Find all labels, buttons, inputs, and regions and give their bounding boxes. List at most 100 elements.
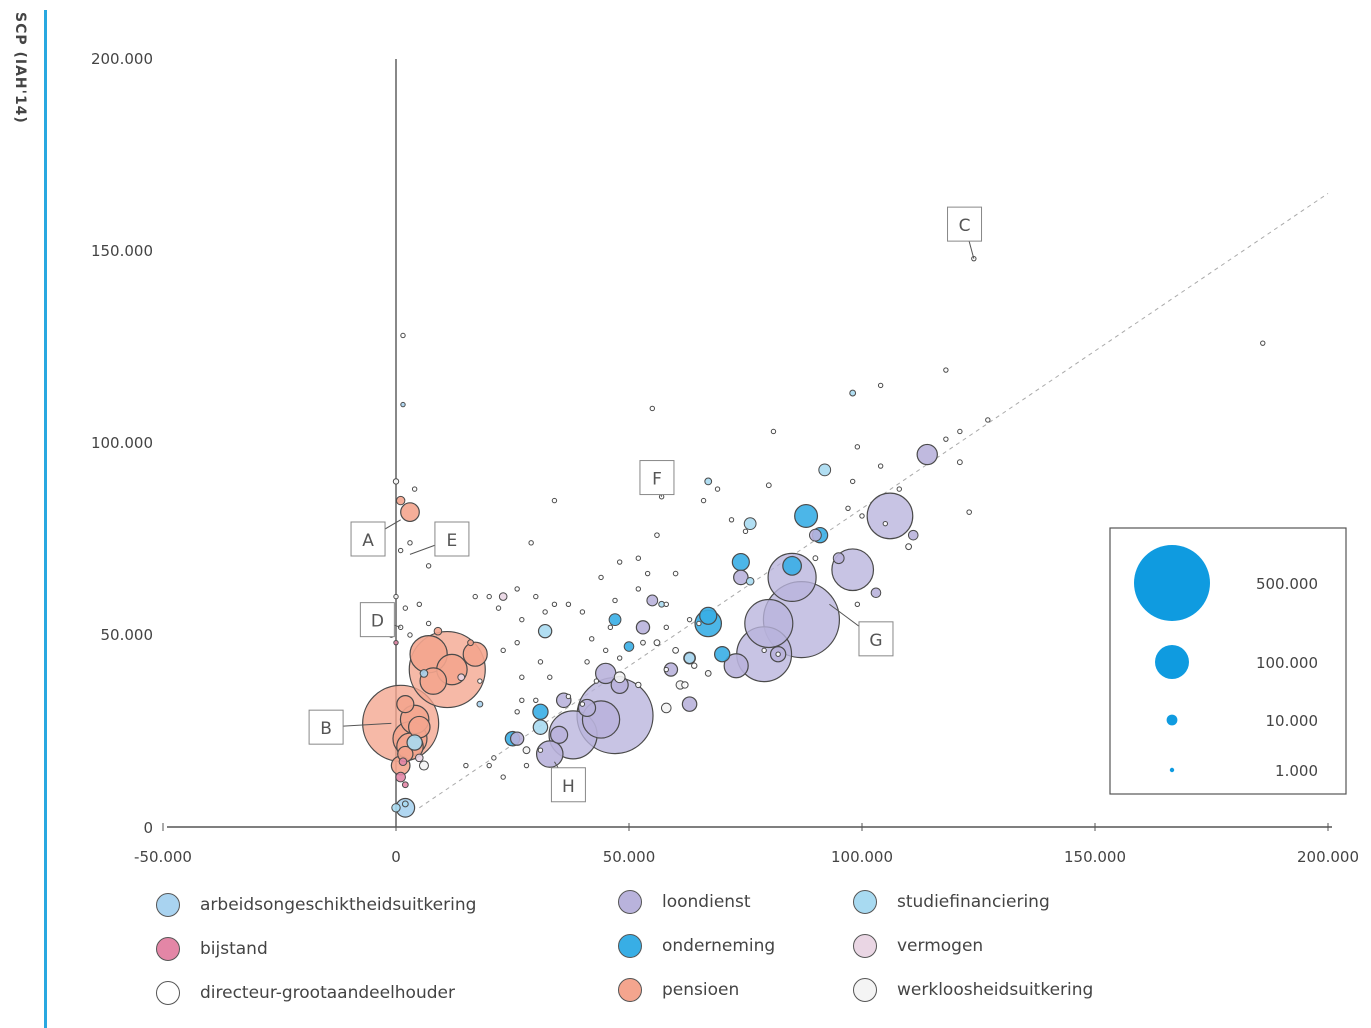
bubble-directeur-grootaandeelhouder xyxy=(463,762,469,769)
bubble-werkloosheidsuitkering xyxy=(640,639,646,646)
bubble-onderneming xyxy=(623,641,635,652)
bubble-directeur-grootaandeelhouder xyxy=(551,497,558,504)
bubble-directeur-grootaandeelhouder xyxy=(514,639,520,646)
legend-label: arbeidsongeschiktheidsuitkering xyxy=(200,895,477,915)
bubble-directeur-grootaandeelhouder xyxy=(565,693,572,700)
bubble-directeur-grootaandeelhouder xyxy=(728,517,735,523)
bubble-directeur-grootaandeelhouder xyxy=(877,382,884,389)
bubble-directeur-grootaandeelhouder xyxy=(603,647,609,654)
bubble-directeur-grootaandeelhouder xyxy=(495,605,502,611)
annotation-box xyxy=(308,709,344,745)
legend-item-onderneming: onderneming xyxy=(618,931,775,961)
bubble-directeur-grootaandeelhouder xyxy=(579,609,586,615)
bubble-pensioen xyxy=(400,502,420,523)
bubble-pensioen xyxy=(433,626,443,636)
size-legend-bubble xyxy=(1166,714,1178,726)
bubble-loondienst xyxy=(870,587,882,599)
legend-swatch-werkloosheidsuitkering xyxy=(853,978,877,1002)
legend-swatch-studiefinanciering xyxy=(853,890,877,914)
bubble-studiefinanciering xyxy=(406,734,423,751)
bubble-directeur-grootaandeelhouder xyxy=(514,586,520,592)
bubble-loondienst xyxy=(723,653,749,679)
bubble-vermogen xyxy=(498,592,508,601)
bubble-onderneming xyxy=(731,552,750,572)
bubble-directeur-grootaandeelhouder xyxy=(486,593,492,600)
annotation-label: F xyxy=(652,470,662,490)
y-tick-label: 50.000 xyxy=(101,626,154,644)
bubble-loondienst xyxy=(635,620,651,635)
bubble-directeur-grootaandeelhouder xyxy=(691,662,698,669)
bubble-directeur-grootaandeelhouder xyxy=(523,762,530,769)
bubble-studiefinanciering xyxy=(745,576,755,586)
bubble-directeur-grootaandeelhouder xyxy=(761,647,767,654)
bubble-vermogen xyxy=(415,753,424,763)
bubble-directeur-grootaandeelhouder xyxy=(400,332,406,339)
legend-swatch-bijstand xyxy=(156,937,180,961)
bubble-directeur-grootaandeelhouder xyxy=(407,540,413,546)
bubble-pensioen xyxy=(467,639,474,647)
bubble-directeur-grootaandeelhouder xyxy=(425,620,432,627)
bubble-directeur-grootaandeelhouder xyxy=(770,428,777,435)
bubble-directeur-grootaandeelhouder xyxy=(714,486,721,492)
bubble-directeur-grootaandeelhouder xyxy=(985,417,991,423)
bubble-directeur-grootaandeelhouder xyxy=(696,620,702,627)
bubble-directeur-grootaandeelhouder xyxy=(644,570,651,577)
series-legend: arbeidsongeschiktheidsuitkering bijstand d… xyxy=(150,883,1150,1013)
bubble-studiefinanciering xyxy=(849,389,857,397)
size-legend-label: 10.000 xyxy=(1266,712,1319,730)
bubble-studiefinanciering xyxy=(401,800,409,808)
legend-swatch-directeur-grootaandeelhouder xyxy=(156,981,180,1005)
legend-swatch-pensioen xyxy=(618,978,642,1002)
legend-label: werkloosheidsuitkering xyxy=(897,980,1094,1000)
bubble-directeur-grootaandeelhouder xyxy=(877,463,884,469)
annotation-label: G xyxy=(869,631,882,651)
bubble-directeur-grootaandeelhouder xyxy=(519,674,525,680)
bubble-directeur-grootaandeelhouder xyxy=(528,540,534,546)
bubble-werkloosheidsuitkering xyxy=(704,670,712,677)
bubble-loondienst xyxy=(916,443,938,466)
bubble-studiefinanciering xyxy=(743,517,757,531)
annotation-label: D xyxy=(371,612,384,632)
y-tick-label: 200.000 xyxy=(91,50,153,68)
bubble-loondienst xyxy=(681,696,698,712)
bubble-directeur-grootaandeelhouder xyxy=(663,601,669,607)
annotation-box xyxy=(434,521,470,557)
annotation-label: A xyxy=(362,531,374,551)
legend-item-bijstand: bijstand xyxy=(156,934,268,964)
bubble-loondienst xyxy=(767,552,817,603)
bubble-directeur-grootaandeelhouder xyxy=(812,555,819,562)
size-legend-bubble xyxy=(1169,767,1175,773)
bubbles xyxy=(362,255,1266,818)
bubble-directeur-grootaandeelhouder xyxy=(519,616,525,623)
bubble-directeur-grootaandeelhouder xyxy=(411,486,418,492)
bubble-loondienst xyxy=(866,492,914,540)
y-tick-label: 0 xyxy=(143,819,153,837)
bubble-directeur-grootaandeelhouder xyxy=(681,681,689,689)
bubble-studiefinanciering xyxy=(537,623,553,639)
bubble-bijstand xyxy=(401,781,409,789)
legend-label: directeur-grootaandeelhouder xyxy=(200,983,455,1003)
bubble-directeur-grootaandeelhouder xyxy=(565,601,572,607)
bubble-loondienst xyxy=(549,725,569,744)
x-tick-label: 100.000 xyxy=(831,848,893,866)
bubble-loondienst xyxy=(535,740,564,768)
annotation-label: B xyxy=(320,719,332,739)
bubble-directeur-grootaandeelhouder xyxy=(686,616,693,623)
size-legend: 500.000 100.000 10.000 1.000 xyxy=(1109,527,1347,795)
legend-label: onderneming xyxy=(662,936,776,956)
bubble-directeur-grootaandeelhouder xyxy=(700,497,707,504)
bubble-directeur-grootaandeelhouder xyxy=(905,543,912,551)
bubble-studiefinanciering xyxy=(532,719,549,735)
size-legend-label: 100.000 xyxy=(1256,654,1318,672)
legend-label: vermogen xyxy=(897,936,984,956)
bubble-werkloosheidsuitkering xyxy=(613,671,626,684)
bubble-loondienst xyxy=(907,529,919,541)
bubble-studiefinanciering xyxy=(704,477,713,486)
bubble-pensioen xyxy=(407,715,431,739)
bubble-directeur-grootaandeelhouder xyxy=(477,678,483,684)
bubble-werkloosheidsuitkering xyxy=(522,746,531,755)
bubble-directeur-grootaandeelhouder xyxy=(519,697,525,703)
accent-bar xyxy=(44,10,47,1028)
bubble-directeur-grootaandeelhouder xyxy=(775,651,781,657)
bubble-directeur-grootaandeelhouder xyxy=(765,482,772,489)
